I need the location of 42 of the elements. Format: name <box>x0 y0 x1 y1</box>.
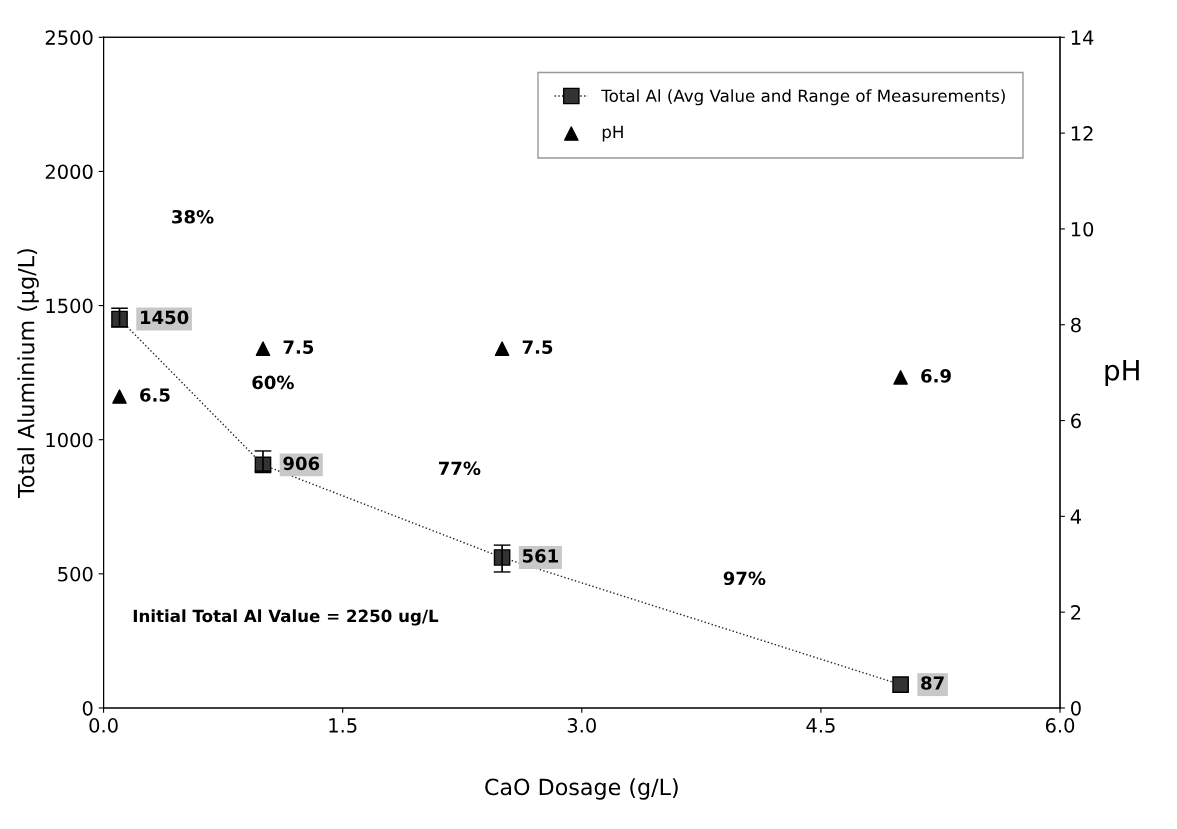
legend-label: Total Al (Avg Value and Range of Measurements) <box>601 89 1005 106</box>
point <box>255 341 271 356</box>
x-tick-label: 0.0 <box>89 718 118 733</box>
annotation: 77% <box>438 461 481 476</box>
y2-tick-label: 8 <box>1071 317 1081 333</box>
data-label: 6.9 <box>921 369 951 383</box>
y2-tick-label: 14 <box>1071 30 1094 45</box>
y2-tick-label: 0 <box>1071 700 1081 716</box>
y-tick-label: 2000 <box>45 164 93 180</box>
annotation: 60% <box>252 375 294 390</box>
y2-tick-label: 4 <box>1070 509 1082 524</box>
annotation: Initial Total Al Value = 2250 ug/L <box>133 609 439 626</box>
y-tick-label: 0 <box>82 700 93 716</box>
data-label: 7.5 <box>283 340 314 354</box>
data-label: 906 <box>283 456 320 471</box>
x-tick-label: 4.5 <box>806 718 835 733</box>
x-tick-label: 1.5 <box>329 718 357 733</box>
point <box>893 370 908 385</box>
y-tick-label: 1500 <box>46 298 93 314</box>
point <box>112 389 127 404</box>
y-tick-label: 500 <box>58 566 93 582</box>
annotation: 97% <box>723 571 766 586</box>
data-label: 1450 <box>141 310 189 325</box>
data-label: 87 <box>921 676 944 690</box>
y-tick-label: 2500 <box>45 30 93 45</box>
annotation: 38% <box>172 209 214 224</box>
y2-tick-label: 2 <box>1071 605 1081 620</box>
data-label: 6.5 <box>140 388 170 402</box>
data-label: 7.5 <box>522 340 553 354</box>
point <box>494 341 510 356</box>
legend-label: pH <box>602 125 623 142</box>
y2-tick-label: 6 <box>1071 413 1081 429</box>
x-tick-label: 3.0 <box>567 718 596 733</box>
point <box>892 676 909 693</box>
y2-tick-label: 10 <box>1071 221 1094 237</box>
y2-tick-label: 12 <box>1071 126 1093 141</box>
y2-axis-title: pH <box>1105 360 1139 387</box>
y-axis-title: Total Aluminium (μg/L) <box>17 249 39 499</box>
data-label: 561 <box>522 549 558 563</box>
x-tick-label: 6.0 <box>1045 718 1075 733</box>
x-axis-title: CaO Dosage (g/L) <box>485 778 678 800</box>
y-tick-label: 1000 <box>46 432 93 448</box>
